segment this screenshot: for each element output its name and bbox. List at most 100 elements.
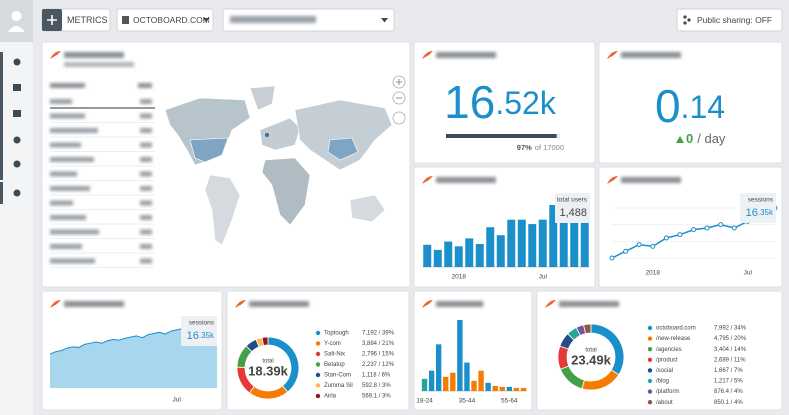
- bar: [580, 207, 589, 267]
- callout-value: 16.35k: [187, 330, 215, 342]
- legend-swatch: [315, 372, 321, 378]
- legend-swatch: [315, 393, 321, 399]
- legend-swatch: [647, 347, 653, 352]
- donut-center-value: 18.39k: [248, 363, 289, 378]
- legend-value: 1,667 / 7%: [714, 368, 743, 374]
- select-label[interactable]: OCTOBOARD.COM: [133, 15, 210, 25]
- dropdown-arrow[interactable]: [381, 18, 388, 23]
- kpi-value: 0.14: [655, 80, 725, 132]
- plus-icon[interactable]: [47, 15, 57, 25]
- x-tick-label: Jul: [744, 270, 753, 277]
- legend-label: /social: [656, 368, 673, 374]
- x-tick-label: 35-44: [459, 398, 476, 405]
- progress-bar: [446, 134, 557, 138]
- legend-swatch: [647, 400, 653, 405]
- kpi-value-fraction: .14: [681, 89, 725, 125]
- blurred-header: [50, 83, 85, 88]
- sidebar: [0, 0, 33, 415]
- map-region: [249, 85, 276, 111]
- point: [636, 242, 642, 248]
- zoom-icon[interactable]: [396, 79, 402, 85]
- callout-label: sessions: [189, 320, 215, 327]
- kpi-value-main: 0: [655, 80, 681, 132]
- nav-icon-dashboards[interactable]: [13, 84, 21, 91]
- donut-center-label: total: [262, 359, 273, 365]
- account-select[interactable]: OCTOBOARD.COM: [116, 8, 214, 32]
- blurred-row-value: [140, 113, 152, 119]
- point: [731, 225, 737, 231]
- legend-value: 1,217 / 5%: [714, 379, 743, 385]
- button-label[interactable]: Public sharing: OFF: [697, 15, 772, 25]
- legend-value: 3,884 / 21%: [362, 341, 395, 347]
- callout-label: total users: [557, 197, 588, 204]
- callout-label: sessions: [748, 197, 774, 204]
- point: [609, 255, 615, 261]
- dropdown-arrow[interactable]: [203, 18, 209, 22]
- metrics-button[interactable]: METRICS: [41, 8, 111, 32]
- share-icon[interactable]: [683, 15, 687, 19]
- point: [677, 232, 683, 238]
- callout-box: [181, 316, 217, 346]
- blurred-row-label: [50, 142, 81, 148]
- widget-icon: [607, 51, 618, 59]
- demographics-widget: [413, 290, 533, 411]
- legend-label: Stan-Com: [324, 373, 351, 379]
- nav-icon-info[interactable]: [13, 160, 21, 168]
- nav-icon-account[interactable]: [13, 58, 21, 66]
- share-icon[interactable]: [687, 18, 691, 22]
- widget-icon: [422, 176, 433, 184]
- bar: [421, 378, 428, 391]
- x-tick-label: 18-24: [416, 398, 433, 405]
- datasource-select[interactable]: [222, 8, 395, 32]
- nav-icon-institution[interactable]: [13, 110, 21, 117]
- x-tick-label: 2018: [452, 274, 467, 281]
- blurred-row-label: [50, 186, 90, 191]
- select-frame[interactable]: [116, 8, 214, 32]
- legend-value: 592.8 / 3%: [362, 383, 391, 389]
- map-region: [349, 194, 386, 223]
- sharing-button[interactable]: Public sharing: OFF: [676, 8, 783, 32]
- reset-button[interactable]: [392, 111, 406, 125]
- bar: [444, 241, 453, 267]
- progress-target: of 17000: [535, 143, 564, 152]
- bar: [528, 224, 537, 267]
- legend-value: 7,992 / 34%: [714, 326, 747, 332]
- legend-label: /product: [656, 357, 678, 363]
- legend-swatch: [647, 336, 653, 341]
- legend-swatch: [315, 341, 321, 346]
- button-frame[interactable]: [676, 8, 783, 32]
- legend-label: octoboard.com: [656, 326, 696, 332]
- legend-label: Y-com: [324, 341, 341, 347]
- institution-icon[interactable]: [122, 16, 129, 24]
- map-region: [259, 117, 301, 151]
- blurred-row-value: [140, 157, 152, 162]
- blurred-title: [249, 301, 309, 307]
- legend-value: 3,404 / 14%: [714, 347, 747, 353]
- nav-icon-settings[interactable]: [13, 189, 21, 197]
- kpi-value-main: 16: [444, 76, 495, 128]
- legend-label: /platform: [656, 389, 679, 395]
- new-users-widget: [413, 166, 596, 288]
- bar: [485, 382, 491, 391]
- bar: [475, 243, 484, 267]
- widget-icon: [235, 300, 246, 308]
- legend-label: /agencies: [656, 347, 682, 353]
- blurred-row-label: [50, 200, 73, 206]
- share-icon[interactable]: [683, 21, 687, 25]
- blurred-row-value: [140, 200, 152, 206]
- bar: [428, 370, 435, 391]
- callout-box: [740, 193, 776, 223]
- progress-percent: 97%: [517, 143, 532, 152]
- legend-value: 2,237 / 12%: [362, 362, 395, 368]
- bar: [538, 219, 547, 267]
- button-label[interactable]: METRICS: [67, 15, 108, 25]
- blurred-subtitle: [64, 62, 134, 67]
- blurred-row-value: [140, 171, 152, 177]
- blurred-row-label: [50, 215, 86, 220]
- avatar-body: [8, 26, 25, 32]
- progress-text: 97% of 17000: [517, 143, 564, 152]
- change-arrow: [676, 136, 684, 143]
- legend-label: /blog: [656, 379, 669, 385]
- bar: [496, 235, 505, 267]
- nav-icon-plugins[interactable]: [13, 136, 21, 144]
